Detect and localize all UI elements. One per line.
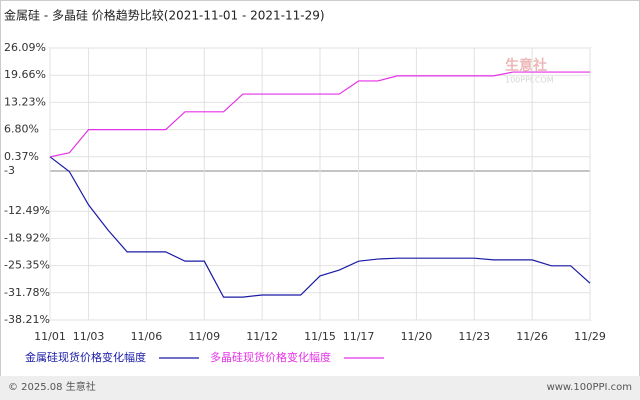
x-tick-label: 11/29 bbox=[574, 330, 606, 343]
y-tick-label: -12.49% bbox=[4, 204, 50, 217]
y-tick-label: 26.09% bbox=[4, 41, 46, 54]
y-tick-label: 6.80% bbox=[4, 123, 39, 136]
series-line bbox=[49, 156, 591, 298]
footer-bar bbox=[0, 376, 640, 400]
series-line bbox=[49, 71, 590, 158]
watermark-url: 100PPI.COM bbox=[505, 76, 554, 85]
x-tick-label: 11/01 bbox=[34, 330, 66, 343]
y-tick-label: 19.66% bbox=[4, 68, 46, 81]
watermark-name: 生意社 bbox=[505, 57, 547, 74]
x-tick-label: 11/23 bbox=[458, 330, 490, 343]
x-tick-label: 11/20 bbox=[401, 330, 433, 343]
footer-right: www.100PPI.com bbox=[547, 382, 632, 393]
legend-label: 金属硅现货价格变化幅度 bbox=[25, 350, 146, 364]
y-tick-label: 13.23% bbox=[4, 95, 46, 108]
chart-title: 金属硅 - 多晶硅 价格趋势比较(2021-11-01 - 2021-11-29… bbox=[4, 8, 325, 23]
y-tick-label: -31.78% bbox=[4, 286, 50, 299]
x-tick-label: 11/09 bbox=[188, 330, 220, 343]
x-tick-label: 11/26 bbox=[516, 330, 548, 343]
x-tick-label: 11/12 bbox=[246, 330, 278, 343]
y-tick-label: 0.37% bbox=[4, 150, 39, 163]
legend-label: 多晶硅现货价格变化幅度 bbox=[210, 350, 331, 364]
y-tick-label: -25.35% bbox=[4, 259, 50, 272]
watermark: 生意社 100PPI.COM bbox=[505, 57, 554, 85]
x-tick-label: 11/15 bbox=[304, 330, 336, 343]
y-tick-label: -18.92% bbox=[4, 231, 50, 244]
footer-left: © 2025.08 生意社 bbox=[8, 380, 96, 393]
y-tick-label: -38.21% bbox=[4, 313, 50, 326]
x-tick-label: 11/03 bbox=[73, 330, 105, 343]
x-tick-label: 11/17 bbox=[343, 330, 375, 343]
y-tick-label: -3 bbox=[4, 164, 15, 177]
x-tick-label: 11/06 bbox=[131, 330, 163, 343]
